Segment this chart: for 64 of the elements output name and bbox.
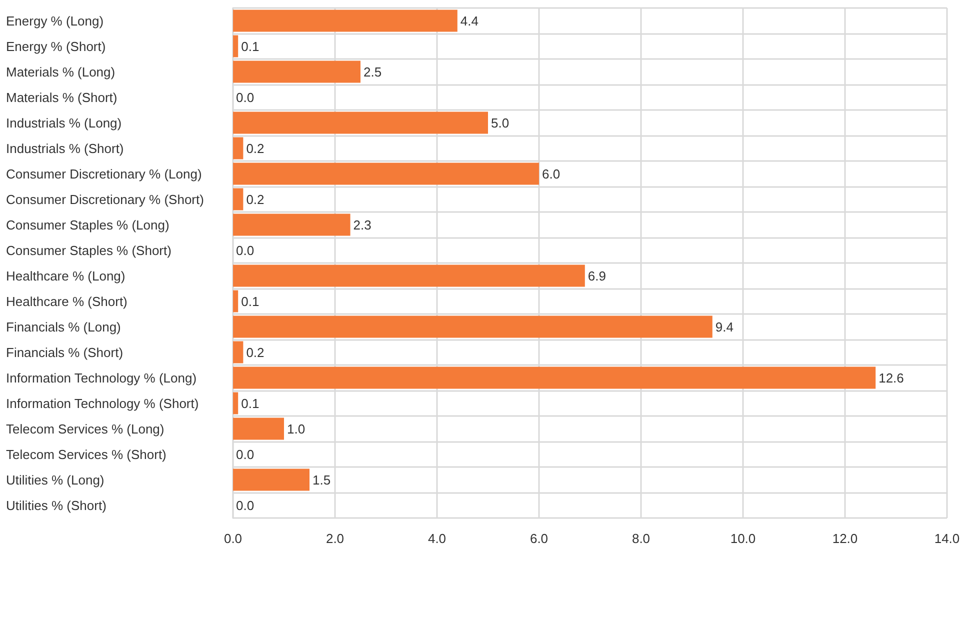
data-label: 5.0 [491, 115, 510, 130]
bar [233, 137, 244, 160]
x-tick-label: 14.0 [934, 531, 960, 546]
bar [233, 366, 876, 389]
y-tick-label: Consumer Staples % (Long) [6, 217, 170, 232]
data-label: 1.0 [287, 421, 306, 436]
x-tick-label: 10.0 [730, 531, 756, 546]
data-label: 0.0 [236, 90, 254, 105]
y-tick-label: Financials % (Long) [6, 319, 121, 334]
bar [233, 392, 238, 414]
data-label: 0.2 [246, 192, 264, 207]
x-tick-label: 0.0 [224, 531, 242, 546]
data-label: 9.4 [715, 319, 734, 334]
y-tick-label: Healthcare % (Long) [6, 268, 126, 284]
y-tick-label: Healthcare % (Short) [6, 294, 128, 309]
y-tick-label: Utilities % (Short) [6, 498, 106, 513]
x-tick-label: 4.0 [428, 531, 446, 546]
data-label: 0.0 [236, 498, 254, 513]
y-tick-label: Consumer Discretionary % (Short) [6, 192, 204, 207]
y-tick-label: Information Technology % (Short) [6, 396, 199, 411]
data-label: 1.5 [312, 472, 331, 488]
bar [233, 341, 244, 364]
data-label: 6.0 [542, 166, 560, 182]
y-tick-label: Consumer Discretionary % (Long) [6, 166, 202, 182]
bar [233, 264, 585, 287]
bar [233, 112, 488, 134]
y-tick-label: Materials % (Short) [6, 90, 118, 105]
x-tick-label: 12.0 [832, 531, 858, 546]
bar [233, 418, 284, 440]
data-label: 6.9 [588, 268, 606, 284]
y-tick-label: Consumer Staples % (Short) [6, 242, 172, 258]
bar [233, 162, 539, 185]
x-tick-label: 6.0 [530, 531, 548, 546]
data-label: 0.0 [236, 242, 254, 258]
data-label: 0.1 [241, 38, 260, 54]
data-label: 0.2 [246, 140, 264, 156]
data-label: 0.0 [236, 446, 254, 462]
data-label: 4.4 [460, 13, 478, 28]
bar [233, 468, 310, 491]
bar [233, 35, 238, 58]
bar [233, 316, 712, 338]
y-tick-label: Industrials % (Short) [6, 140, 124, 156]
data-label: 2.5 [364, 64, 382, 80]
y-tick-label: Materials % (Long) [6, 64, 116, 80]
x-tick-label: 2.0 [326, 531, 344, 546]
y-tick-label: Energy % (Short) [6, 38, 106, 54]
data-label: 0.1 [241, 294, 260, 309]
bar [233, 60, 360, 83]
data-label: 2.3 [353, 217, 372, 232]
data-label: 0.1 [241, 396, 260, 411]
x-tick-label: 8.0 [632, 531, 650, 546]
y-tick-label: Telecom Services % (Short) [6, 446, 166, 462]
y-tick-label: Industrials % (Long) [6, 115, 122, 130]
data-label: 12.6 [878, 370, 904, 386]
bar [233, 188, 244, 210]
bar [233, 290, 238, 312]
y-tick-label: Energy % (Long) [6, 13, 104, 28]
bar [233, 214, 350, 236]
y-tick-label: Telecom Services % (Long) [6, 421, 164, 436]
data-label: 0.2 [246, 344, 264, 360]
y-tick-label: Information Technology % (Long) [6, 370, 197, 386]
y-tick-label: Financials % (Short) [6, 344, 124, 360]
bar [233, 10, 458, 32]
y-tick-label: Utilities % (Long) [6, 472, 104, 488]
